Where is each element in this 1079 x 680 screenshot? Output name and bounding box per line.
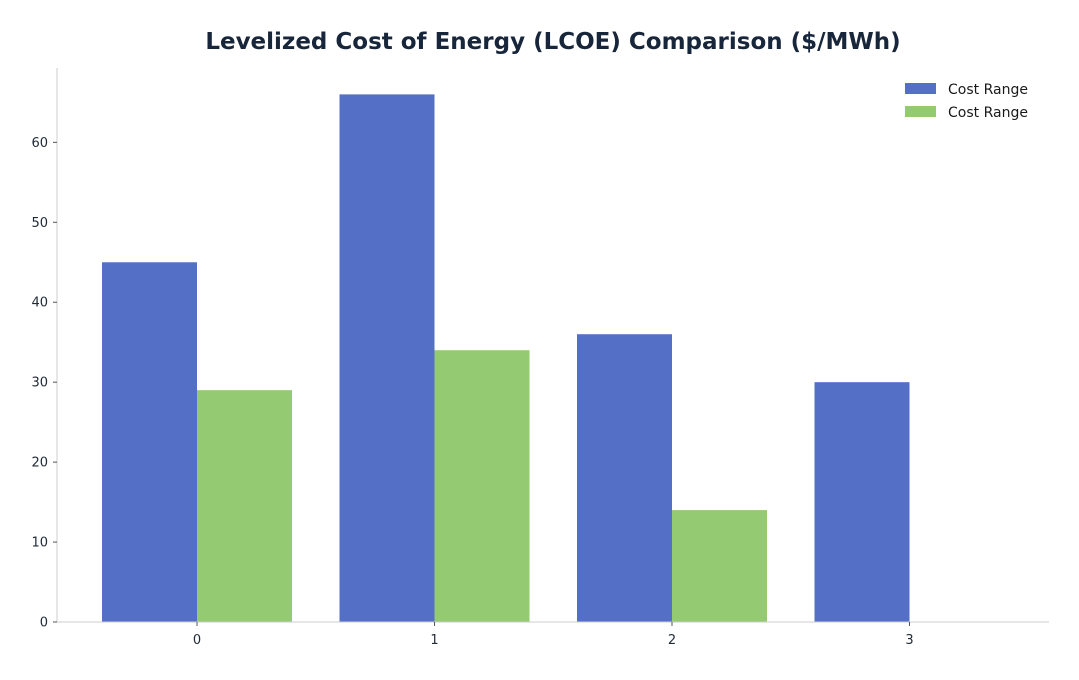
y-tick-label: 30: [31, 376, 48, 391]
bar-series-1-cat-2: [672, 510, 767, 622]
legend-label-1: Cost Range: [948, 105, 1028, 121]
legend-label-0: Cost Range: [948, 82, 1028, 98]
bar-series-0-cat-2: [577, 334, 672, 622]
bar-series-1-cat-0: [197, 390, 292, 622]
x-tick-label: 3: [905, 633, 913, 648]
y-tick-label: 50: [31, 216, 48, 231]
legend: Cost Range Cost Range: [905, 82, 1028, 121]
legend-swatch-1: [905, 106, 936, 117]
chart-title: Levelized Cost of Energy (LCOE) Comparis…: [205, 29, 900, 55]
legend-swatch-0: [905, 83, 936, 94]
bar-series-1-cat-1: [434, 350, 530, 622]
x-tick-label: 0: [193, 633, 201, 648]
bar-series-0-cat-0: [102, 262, 197, 622]
plot-area: 0 10 20 30 40 50 60 0 1 2 3: [31, 68, 1049, 648]
x-tick-label: 2: [668, 633, 676, 648]
bar-series-0-cat-3: [814, 382, 910, 622]
bar-series-0-cat-1: [339, 94, 435, 622]
y-tick-label: 10: [31, 536, 48, 551]
x-tick-label: 1: [430, 633, 438, 648]
y-tick-label: 0: [40, 616, 48, 631]
y-tick-label: 40: [31, 296, 48, 311]
y-tick-label: 60: [31, 136, 48, 151]
y-tick-label: 20: [31, 456, 48, 471]
